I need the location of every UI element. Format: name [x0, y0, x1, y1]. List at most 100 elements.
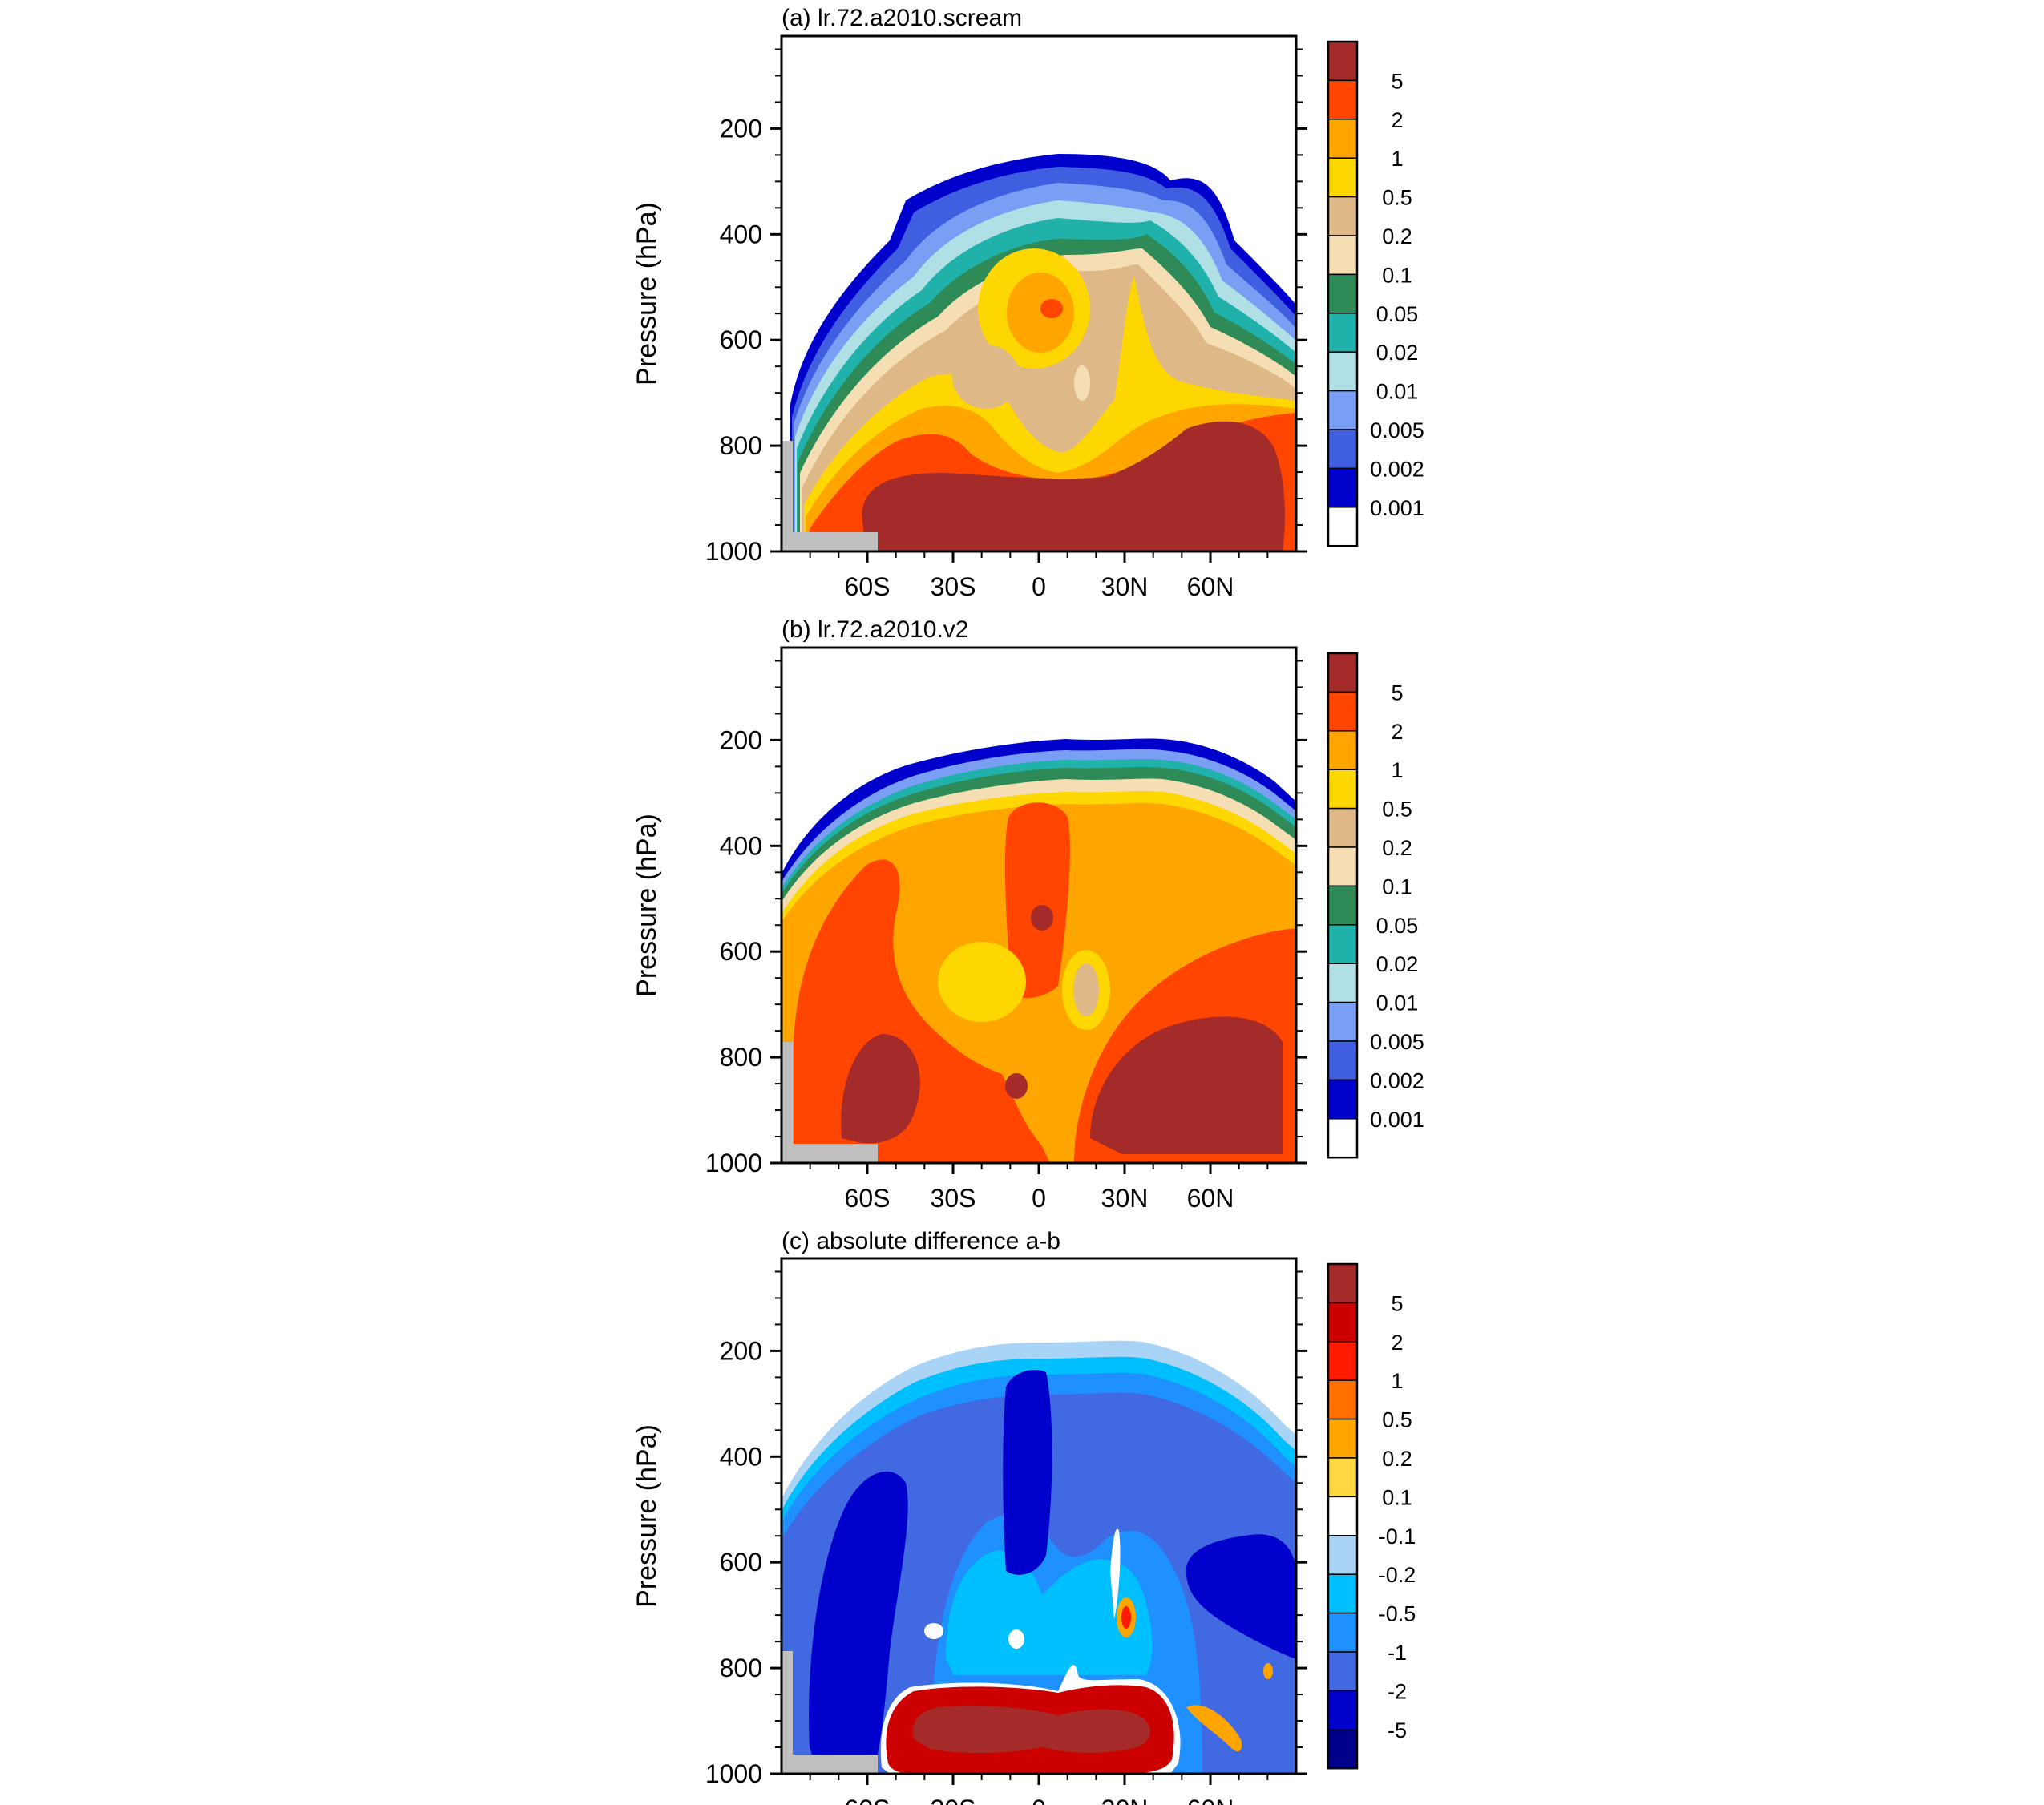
colorbar-box [1327, 1729, 1358, 1769]
colorbar-box [1327, 1496, 1358, 1536]
y-tick-label: 600 [720, 937, 762, 966]
panel-a-colorbar: 5 2 1 0.5 0.2 0.1 0.05 0.02 0.01 0.005 0.002 0.001 [1327, 40, 1424, 547]
colorbar-box [1327, 652, 1358, 693]
colorbar-box [1327, 273, 1358, 314]
x-tick-label: 60S [845, 1795, 891, 1805]
panel-c-red-spot [1121, 1606, 1131, 1629]
x-tick-label: 30S [931, 1184, 976, 1213]
colorbar-label: 0.1 [1382, 263, 1412, 287]
x-tick-label: 0 [1032, 1184, 1046, 1213]
colorbar-label: 0.002 [1370, 457, 1424, 481]
colorbar-box [1327, 313, 1358, 353]
panel-c-contour-pos5 [912, 1706, 1150, 1754]
colorbar-box [1327, 351, 1358, 392]
x-tick-label: 30S [931, 572, 976, 601]
panel-c-orange-right [1263, 1663, 1273, 1679]
panel-a-upper-red [1040, 299, 1063, 318]
colorbar-label: 1 [1391, 758, 1403, 782]
panel-c-orange-streak [1186, 1705, 1242, 1752]
panel-a-surface-mask [782, 532, 878, 551]
x-tick-label: 30S [931, 1795, 976, 1805]
x-tick-label: 60N [1187, 1184, 1234, 1213]
colorbar-label: -2 [1388, 1679, 1407, 1703]
y-tick-label: 800 [720, 431, 762, 460]
colorbar-box [1327, 119, 1358, 159]
y-tick-label: 800 [720, 1043, 762, 1072]
panel-c: (c) absolute difference a-b 200 400 [632, 1228, 1416, 1805]
panel-b-colorbar: 5 2 1 0.5 0.2 0.1 0.05 0.02 0.01 0.005 0.002 0.001 [1327, 652, 1424, 1159]
panel-c-axes: 200 400 600 800 1000 60S 30S 0 30N 60N Pressure (h… [632, 1270, 1307, 1805]
colorbar-label: 0.2 [1382, 224, 1412, 248]
y-axis-title: Pressure (hPa) [632, 1424, 662, 1608]
y-tick-label: 1000 [705, 1149, 762, 1177]
panel-a-axes: 200 400 600 800 1000 60S 30S 0 30N 60N Pressure (h… [632, 48, 1307, 601]
colorbar-box [1327, 1535, 1358, 1575]
colorbar-box [1327, 1690, 1358, 1730]
colorbar-label: -1 [1388, 1641, 1407, 1665]
colorbar-box [1327, 1651, 1358, 1692]
colorbar-box [1327, 41, 1358, 82]
panel-b-surface-mask [782, 1144, 878, 1163]
colorbar-label: 0.005 [1370, 1030, 1424, 1054]
colorbar-label: 0.01 [1376, 991, 1419, 1016]
colorbar-box [1327, 1379, 1358, 1420]
colorbar-box [1327, 196, 1358, 236]
panel-a-upper-orange [1007, 273, 1074, 353]
colorbar-label: 5 [1391, 680, 1403, 705]
panel-a: (a) lr.72.a2010.scream 200 400 600 800 1000 6… [632, 5, 1424, 601]
x-tick-label: 30N [1101, 572, 1149, 601]
y-tick-label: 400 [720, 1442, 762, 1471]
colorbar-label: 0.5 [1382, 1408, 1412, 1432]
colorbar-box [1327, 235, 1358, 276]
colorbar-box [1327, 157, 1358, 198]
colorbar-box [1327, 1001, 1358, 1042]
colorbar-box [1327, 1079, 1358, 1120]
panel-a-tan-island-left [952, 345, 1020, 409]
panel-b-surface-mask-edge [782, 1042, 793, 1163]
colorbar-label: 2 [1391, 720, 1403, 744]
colorbar-box [1327, 1118, 1358, 1158]
x-tick-label: 60N [1187, 1795, 1234, 1805]
colorbar-label: 0.05 [1376, 914, 1419, 938]
colorbar-box [1327, 885, 1358, 926]
colorbar-box [1327, 507, 1358, 547]
y-tick-label: 1000 [705, 537, 762, 566]
panel-a-title: (a) lr.72.a2010.scream [782, 5, 1022, 31]
colorbar-box [1327, 769, 1358, 810]
panel-b-contour-5-right [1090, 1016, 1283, 1154]
colorbar-box [1327, 1040, 1358, 1081]
colorbar-label: 1 [1391, 147, 1403, 171]
y-tick-label: 600 [720, 325, 762, 354]
panel-a-wheat-island [1074, 365, 1090, 401]
panel-c-white-streak [1110, 1528, 1121, 1619]
panel-a-field [782, 154, 1296, 551]
y-tick-label: 400 [720, 831, 762, 860]
panel-c-contour-neg05-center [946, 1550, 1153, 1675]
y-tick-label: 1000 [705, 1759, 762, 1788]
panel-a-surface-mask-edge [782, 441, 793, 551]
panel-b-field [782, 738, 1296, 1163]
colorbar-label: -0.5 [1379, 1602, 1416, 1626]
colorbar-label: 2 [1391, 108, 1403, 132]
y-tick-label: 200 [720, 114, 762, 143]
colorbar-box [1327, 924, 1358, 964]
colorbar-box [1327, 467, 1358, 508]
colorbar-box [1327, 79, 1358, 120]
colorbar-box [1327, 1457, 1358, 1498]
panel-c-surface-mask [782, 1755, 878, 1774]
panel-b-center-small [1005, 1073, 1028, 1099]
x-tick-label: 60S [845, 1184, 891, 1213]
panel-c-contour-neg5-top [1003, 1370, 1052, 1575]
colorbar-label: 0.1 [1382, 874, 1412, 898]
colorbar-label: 0.002 [1370, 1068, 1424, 1092]
colorbar-label: -0.2 [1379, 1563, 1416, 1587]
colorbar-box [1327, 1341, 1358, 1381]
colorbar-box [1327, 1302, 1358, 1343]
panel-c-title: (c) absolute difference a-b [782, 1228, 1060, 1254]
colorbar-label: 1 [1391, 1369, 1403, 1393]
y-tick-label: 400 [720, 220, 762, 248]
colorbar-box [1327, 1573, 1358, 1614]
x-tick-label: 60S [845, 572, 891, 601]
colorbar-box [1327, 429, 1358, 470]
colorbar-label: 5 [1391, 69, 1403, 93]
